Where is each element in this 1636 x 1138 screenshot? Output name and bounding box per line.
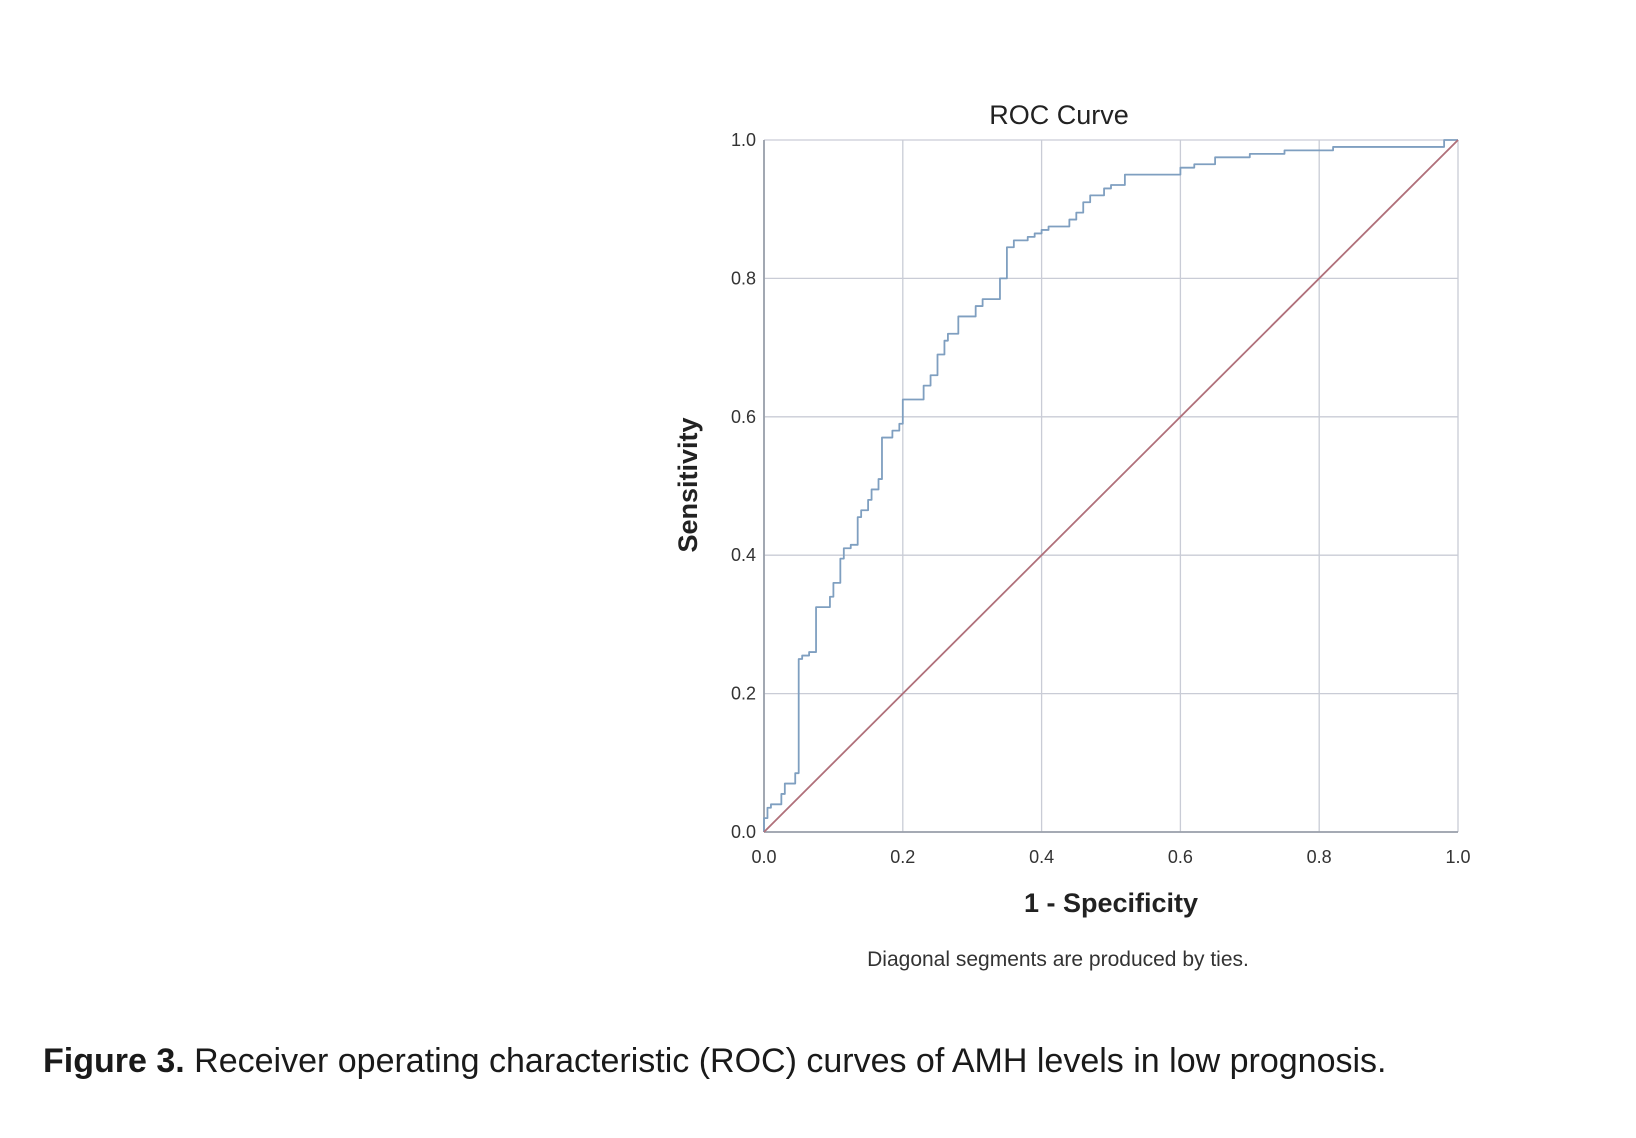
x-tick-label: 0.0 — [751, 847, 776, 867]
axes — [763, 140, 1458, 833]
x-tick-label: 0.8 — [1307, 847, 1332, 867]
reference-diagonal-line — [763, 139, 1459, 833]
x-tick-label: 1.0 — [1445, 847, 1470, 867]
x-tick-label: 0.6 — [1168, 847, 1193, 867]
y-tick-label: 0.4 — [731, 545, 756, 565]
roc-curve-line — [763, 139, 1458, 832]
x-tick-label: 0.2 — [890, 847, 915, 867]
y-tick-label: 0.8 — [731, 268, 756, 288]
y-tick-label: 0.0 — [731, 822, 756, 842]
figure-label: Figure 3. — [43, 1042, 185, 1080]
y-tick-labels: 0.0 0.2 0.4 0.6 0.8 1.0 — [731, 130, 756, 842]
x-tick-labels: 0.0 0.2 0.4 0.6 0.8 1.0 — [751, 847, 1470, 867]
y-tick-label: 1.0 — [731, 130, 756, 150]
chart-footnote: Diagonal segments are produced by ties. — [867, 948, 1249, 971]
figure-caption: Figure 3. Receiver operating characteris… — [43, 1042, 1386, 1081]
y-tick-label: 0.6 — [731, 407, 756, 427]
figure-caption-text: Receiver operating characteristic (ROC) … — [184, 1042, 1387, 1080]
y-tick-label: 0.2 — [731, 684, 756, 704]
x-axis-label: 1 - Specificity — [1024, 888, 1198, 918]
grid-lines — [763, 139, 1459, 833]
series-layer — [763, 139, 1459, 833]
x-tick-label: 0.4 — [1029, 847, 1054, 867]
y-axis-label: Sensitivity — [673, 417, 703, 552]
chart-title: ROC Curve — [989, 100, 1129, 130]
